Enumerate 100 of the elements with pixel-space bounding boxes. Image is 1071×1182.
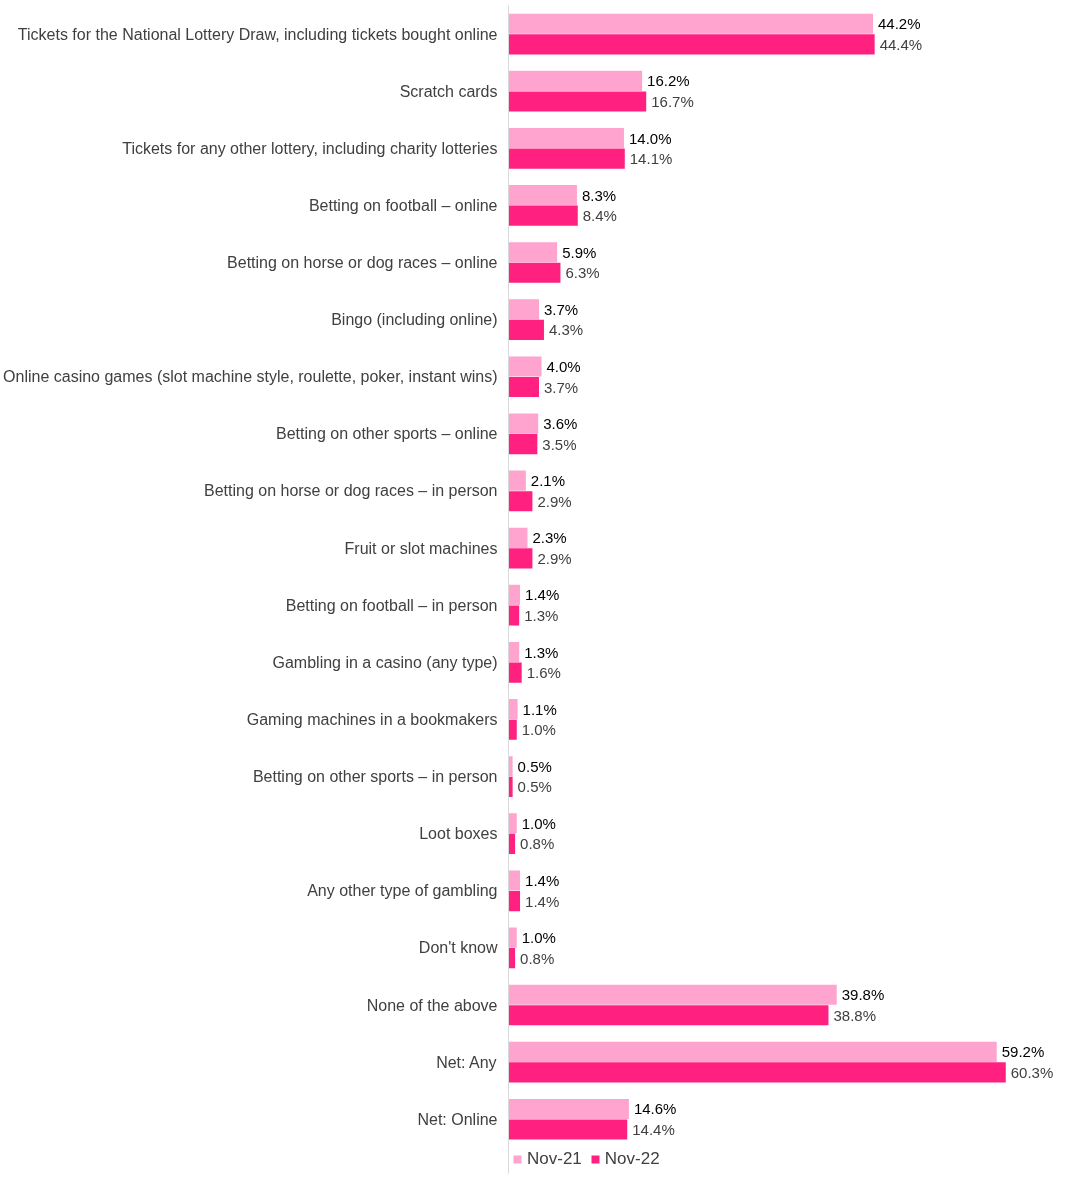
bar xyxy=(508,605,520,626)
bar xyxy=(508,185,577,206)
data-label: 1.4% xyxy=(525,872,560,889)
bar xyxy=(508,584,521,605)
y-tick-label: Betting on football – in person xyxy=(285,596,498,614)
bar xyxy=(508,870,521,891)
data-label: 44.4% xyxy=(879,35,923,53)
data-label: 1.4% xyxy=(525,892,560,910)
y-tick-label: Betting on horse or dog races – online xyxy=(227,254,498,272)
data-label: 14.1% xyxy=(629,150,673,168)
y-tick-label: None of the above xyxy=(366,996,498,1014)
bar xyxy=(508,470,526,491)
data-label: 2.9% xyxy=(537,549,572,567)
data-label: 39.8% xyxy=(841,986,885,1004)
y-tick-label: Tickets for any other lottery, including charity lotteries xyxy=(122,139,498,157)
data-label: 1.1% xyxy=(522,700,557,718)
bar xyxy=(508,91,647,112)
data-label: 8.3% xyxy=(581,186,617,204)
bar xyxy=(508,356,542,377)
data-label: 59.2% xyxy=(1001,1043,1045,1061)
data-label: 6.3% xyxy=(565,264,600,282)
bar xyxy=(508,833,516,855)
bar xyxy=(508,548,533,569)
bar xyxy=(508,319,544,340)
bar xyxy=(508,299,540,320)
data-label: 4.3% xyxy=(548,321,584,339)
y-tick-label: Online casino games (slot machine style, roulette, poker, instant wins) xyxy=(3,368,498,386)
data-label: 2.1% xyxy=(530,472,566,490)
data-label: 2.3% xyxy=(532,529,567,547)
data-label: 3.6% xyxy=(543,415,578,433)
data-label: 60.3% xyxy=(1010,1063,1054,1081)
bar xyxy=(508,1041,997,1062)
data-label: 16.2% xyxy=(647,72,690,90)
data-label: 5.9% xyxy=(562,243,597,261)
data-label: 44.2% xyxy=(878,15,921,33)
bar xyxy=(508,70,643,91)
y-tick-label: Betting on horse or dog races – in person xyxy=(203,482,498,500)
y-tick-label: Bingo (including online) xyxy=(331,311,498,329)
y-tick-label: Betting on other sports – online xyxy=(276,425,498,443)
bar xyxy=(508,1005,829,1026)
y-tick-label: Net: Online xyxy=(417,1110,498,1128)
y-tick-label: Any other type of gambling xyxy=(307,882,498,900)
data-label: 38.8% xyxy=(833,1006,877,1024)
data-label: 1.4% xyxy=(525,586,560,604)
data-label: 1.0% xyxy=(521,929,556,947)
legend-label: Nov-22 xyxy=(604,1149,660,1169)
bar xyxy=(508,34,875,55)
y-tick-label: Fruit or slot machines xyxy=(344,539,498,557)
bar xyxy=(508,413,539,434)
bar xyxy=(508,813,517,834)
y-tick-label: Gaming machines in a bookmakers xyxy=(246,710,498,728)
bar xyxy=(508,262,561,283)
data-label: 1.6% xyxy=(526,664,561,682)
bar xyxy=(508,527,528,548)
y-tick-label: Loot boxes xyxy=(419,825,498,843)
y-tick-label: Gambling in a casino (any type) xyxy=(272,653,498,671)
data-label: 0.5% xyxy=(517,757,552,775)
bar xyxy=(508,127,624,149)
bar xyxy=(508,927,517,948)
bar xyxy=(508,242,558,263)
bar xyxy=(508,662,522,683)
data-label: 1.3% xyxy=(524,606,559,624)
bar xyxy=(508,948,516,969)
data-label: 4.0% xyxy=(546,357,581,375)
data-label: 1.0% xyxy=(521,721,556,739)
y-tick-label: Scratch cards xyxy=(399,82,498,100)
bar xyxy=(508,719,517,740)
y-tick-label: Betting on football – online xyxy=(308,196,498,214)
y-tick-label: Net: Any xyxy=(436,1053,497,1071)
bar xyxy=(508,641,520,663)
data-label: 0.8% xyxy=(520,835,555,853)
bar xyxy=(508,205,578,226)
data-label: 1.3% xyxy=(524,643,559,661)
data-label: 0.5% xyxy=(517,778,552,796)
data-label: 1.0% xyxy=(521,814,556,832)
bar xyxy=(508,699,518,720)
bar xyxy=(508,1062,1006,1083)
bar xyxy=(508,148,625,169)
y-tick-label: Tickets for the National Lottery Draw, including tickets bought online xyxy=(17,25,498,43)
data-label: 14.6% xyxy=(633,1100,677,1118)
data-label: 3.7% xyxy=(544,378,579,396)
bar xyxy=(508,491,533,512)
bar xyxy=(508,434,538,455)
bar xyxy=(508,890,521,912)
data-label: 0.8% xyxy=(520,949,555,967)
data-label: 16.7% xyxy=(651,92,694,110)
bar xyxy=(508,984,837,1005)
y-tick-label: Betting on other sports – in person xyxy=(252,768,498,786)
data-label: 3.5% xyxy=(542,435,577,453)
y-tick-label: Don't know xyxy=(418,939,498,957)
bar xyxy=(508,1119,628,1140)
bar xyxy=(508,1098,629,1120)
data-label: 8.4% xyxy=(582,207,617,225)
data-label: 2.9% xyxy=(537,492,572,510)
bar xyxy=(508,756,513,777)
bar xyxy=(508,13,873,34)
bar xyxy=(508,776,513,797)
legend-label: Nov-21 xyxy=(527,1149,582,1169)
data-label: 3.7% xyxy=(544,300,579,318)
bar xyxy=(508,376,540,398)
